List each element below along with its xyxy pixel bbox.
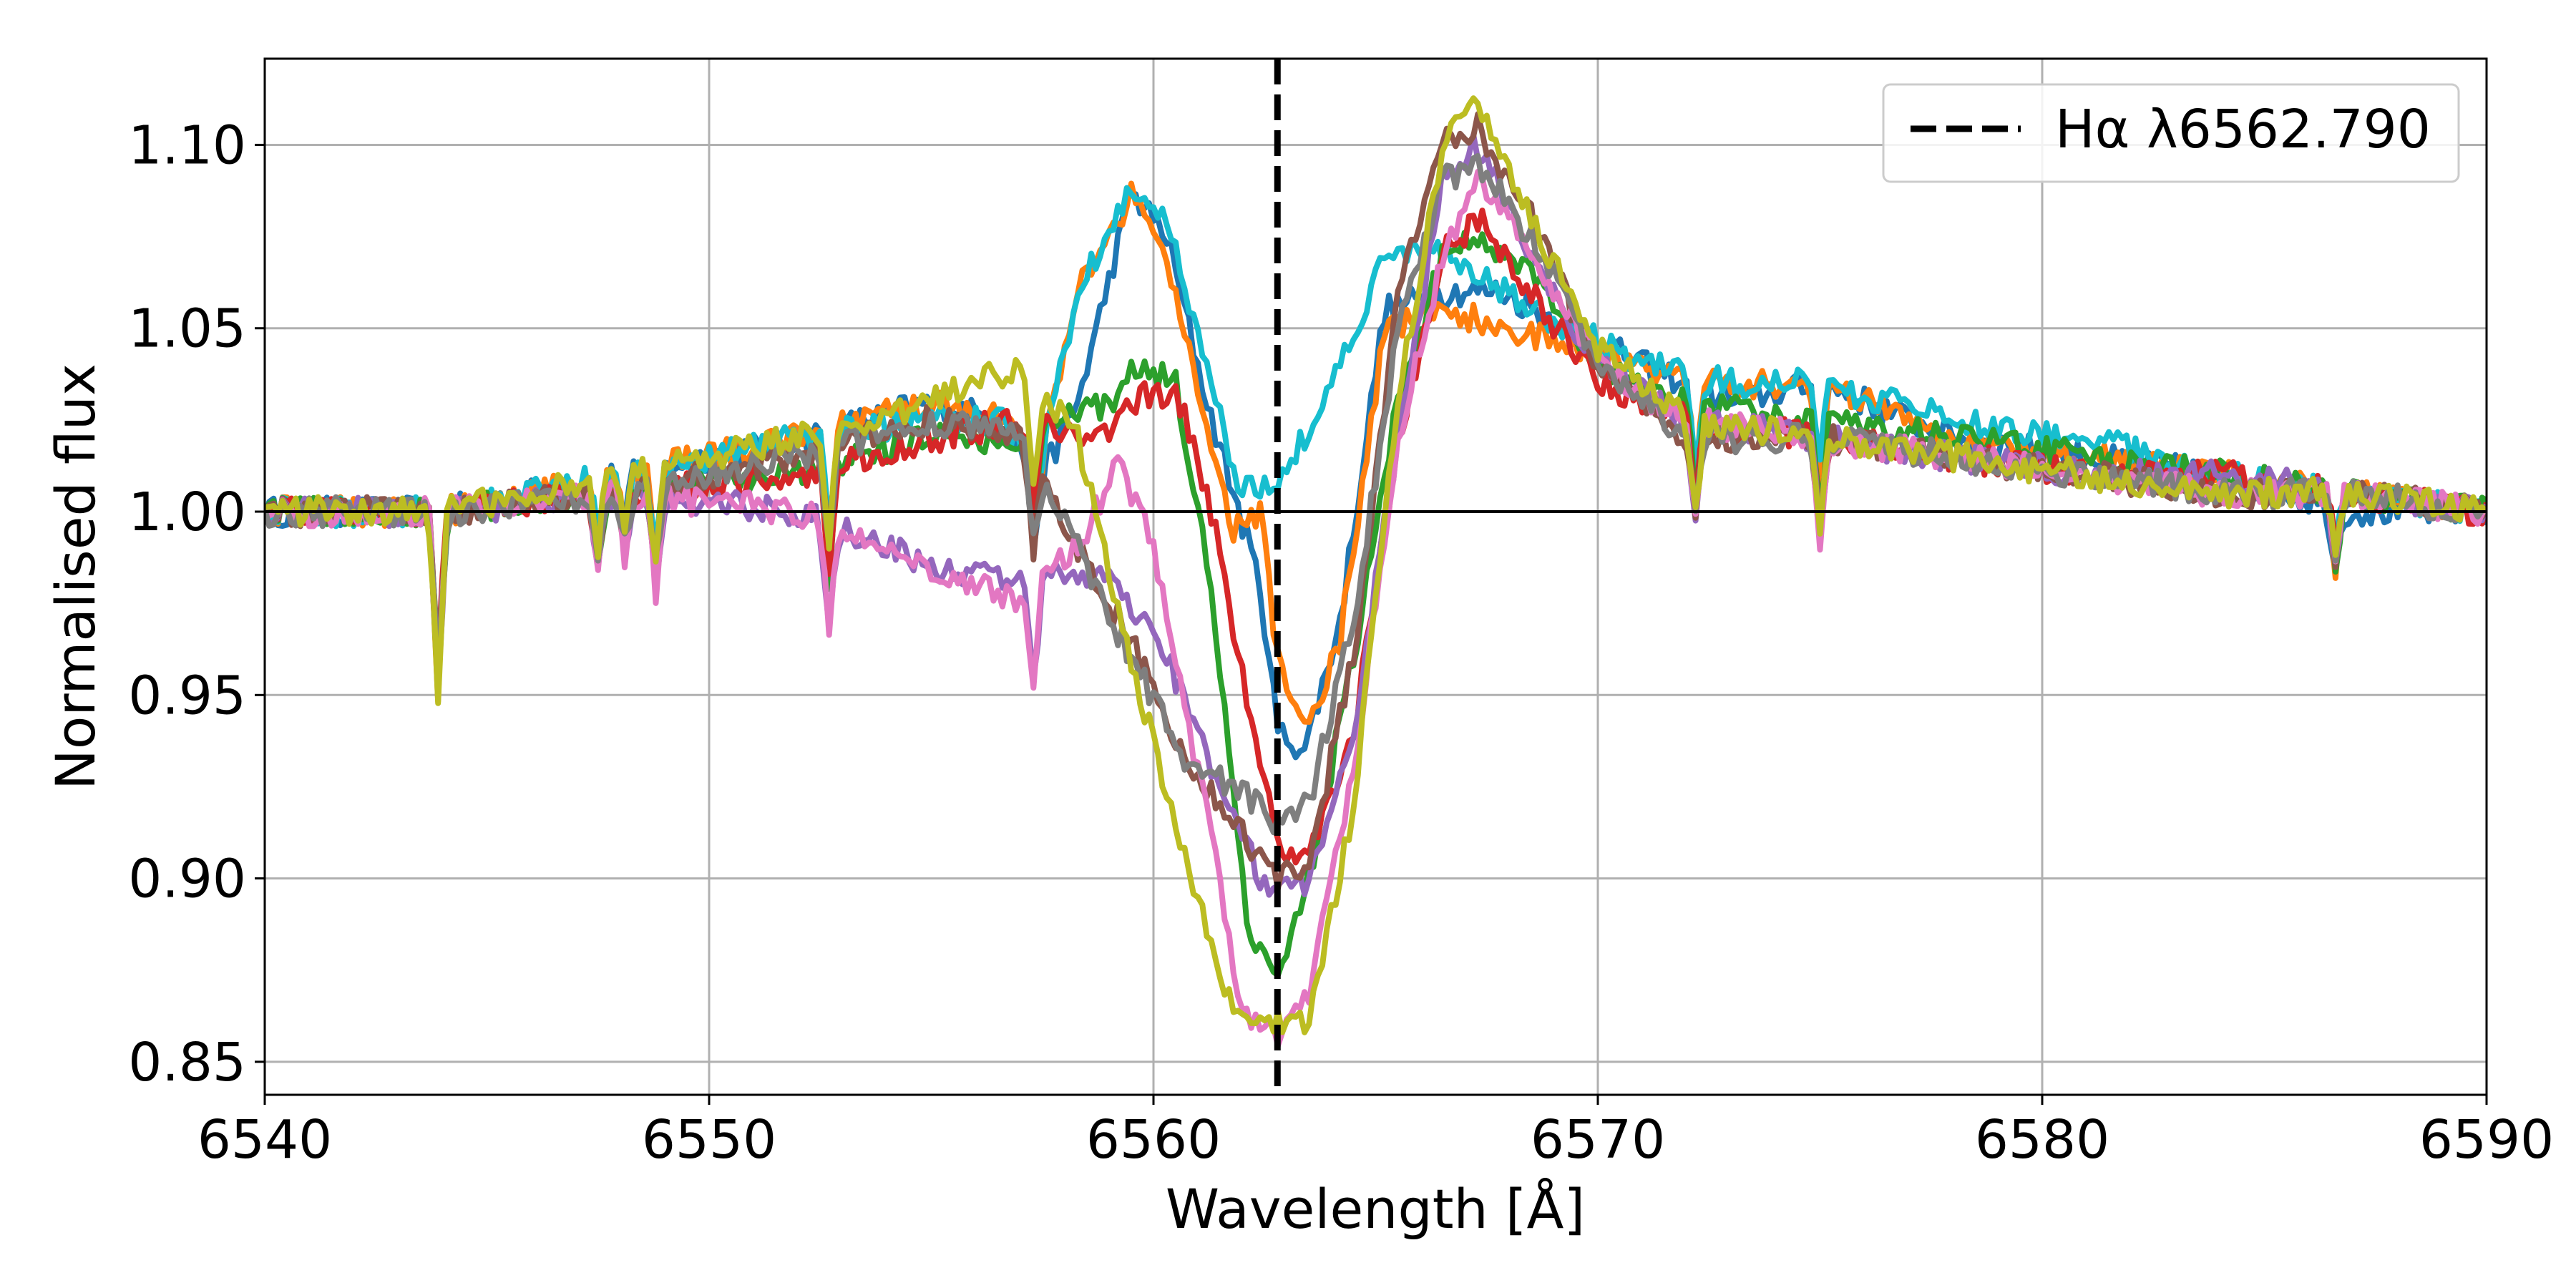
axis-ticks: 6540 6550 6560 6570 6580 6590 0.85 0.90 0.95 1.00… (128, 114, 2554, 1171)
spectrum-series-line (265, 95, 2487, 1035)
y-tick-label: 0.85 (128, 1032, 246, 1093)
legend-label: Hα λ6562.790 (2055, 99, 2431, 160)
y-tick-label: 0.90 (128, 849, 246, 910)
plot-frame (263, 57, 2488, 1096)
x-tick-label: 6570 (1531, 1109, 1665, 1171)
x-tick-label: 6540 (197, 1109, 332, 1171)
x-tick-label: 6550 (642, 1109, 776, 1171)
x-axis-label: Wavelength [Å] (1166, 1177, 1585, 1241)
x-tick-label: 6560 (1086, 1109, 1221, 1171)
y-tick-label: 1.05 (128, 298, 246, 360)
legend-box (1882, 83, 2460, 183)
y-axis-label: Normalised flux (44, 364, 107, 790)
x-tick-label: 6590 (2419, 1109, 2554, 1171)
x-tick-label: 6580 (1975, 1109, 2109, 1171)
series-layer (265, 95, 2487, 1049)
legend: Hα λ6562.790 (1882, 83, 2460, 183)
y-tick-label: 0.95 (128, 665, 246, 726)
y-tick-label: 1.10 (128, 114, 246, 176)
y-tick-label: 1.00 (128, 482, 246, 543)
